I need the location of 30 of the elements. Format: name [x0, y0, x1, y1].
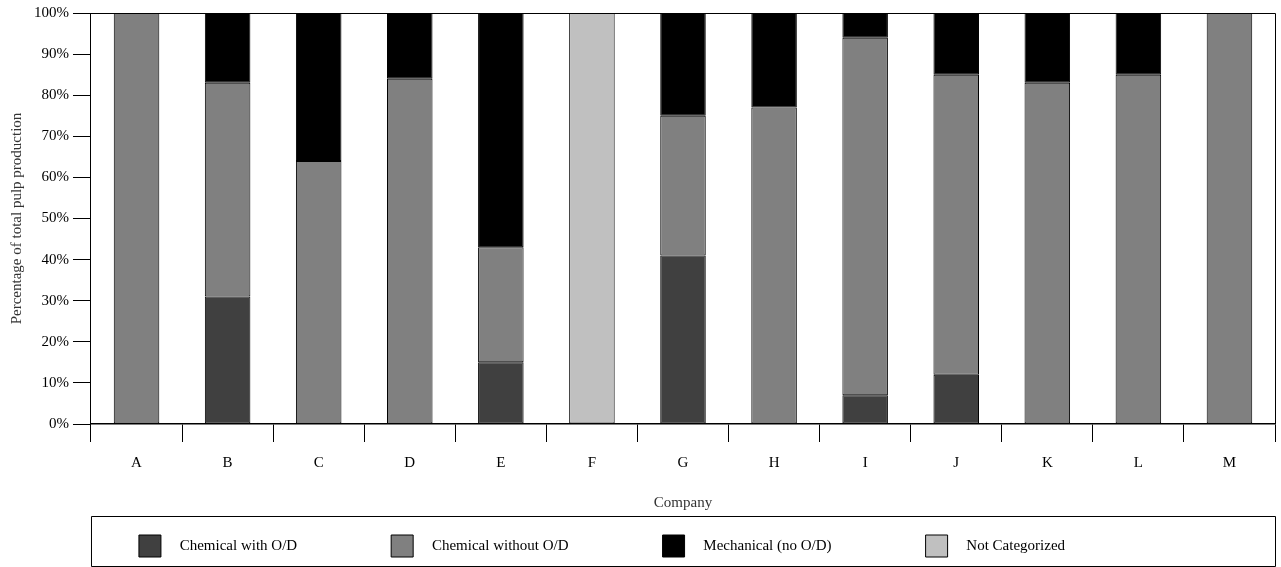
x-tick-label: E [496, 453, 506, 470]
y-tick-label: 10% [41, 373, 69, 390]
legend-label: Not Categorized [955, 536, 1141, 553]
y-tick-label: 20% [41, 332, 69, 349]
x-tick-label: A [131, 453, 143, 470]
y-tick-label: 60% [41, 168, 69, 185]
y-tick-label: 0% [49, 414, 69, 431]
x-tick-label: G [677, 453, 689, 470]
y-tick-label: 40% [41, 250, 69, 267]
x-tick-label: I [862, 453, 868, 470]
x-tick-label: H [768, 453, 780, 470]
x-tick-label: F [587, 453, 597, 470]
y-axis-title: Percentage of total pulp production [7, 112, 24, 325]
x-tick-label: D [404, 453, 416, 470]
y-tick-label: 80% [41, 86, 69, 103]
x-tick-label: M [1222, 453, 1237, 470]
y-tick-label: 90% [41, 45, 69, 62]
legend-label: Chemical without O/D [420, 536, 644, 553]
x-tick-label: L [1133, 453, 1143, 470]
x-tick-label: B [222, 453, 233, 470]
x-axis-title: Company [653, 493, 713, 510]
y-tick-label: 100% [34, 3, 69, 20]
x-tick-label: K [1041, 453, 1053, 470]
y-tick-label: 30% [41, 291, 69, 308]
legend-label: Mechanical (no O/D) [692, 536, 907, 554]
legend-label: Chemical with O/D [168, 536, 373, 553]
x-tick-label: J [953, 453, 960, 470]
y-tick-label: 70% [41, 127, 69, 144]
x-tick-label: C [313, 453, 324, 470]
y-tick-label: 50% [41, 209, 69, 226]
